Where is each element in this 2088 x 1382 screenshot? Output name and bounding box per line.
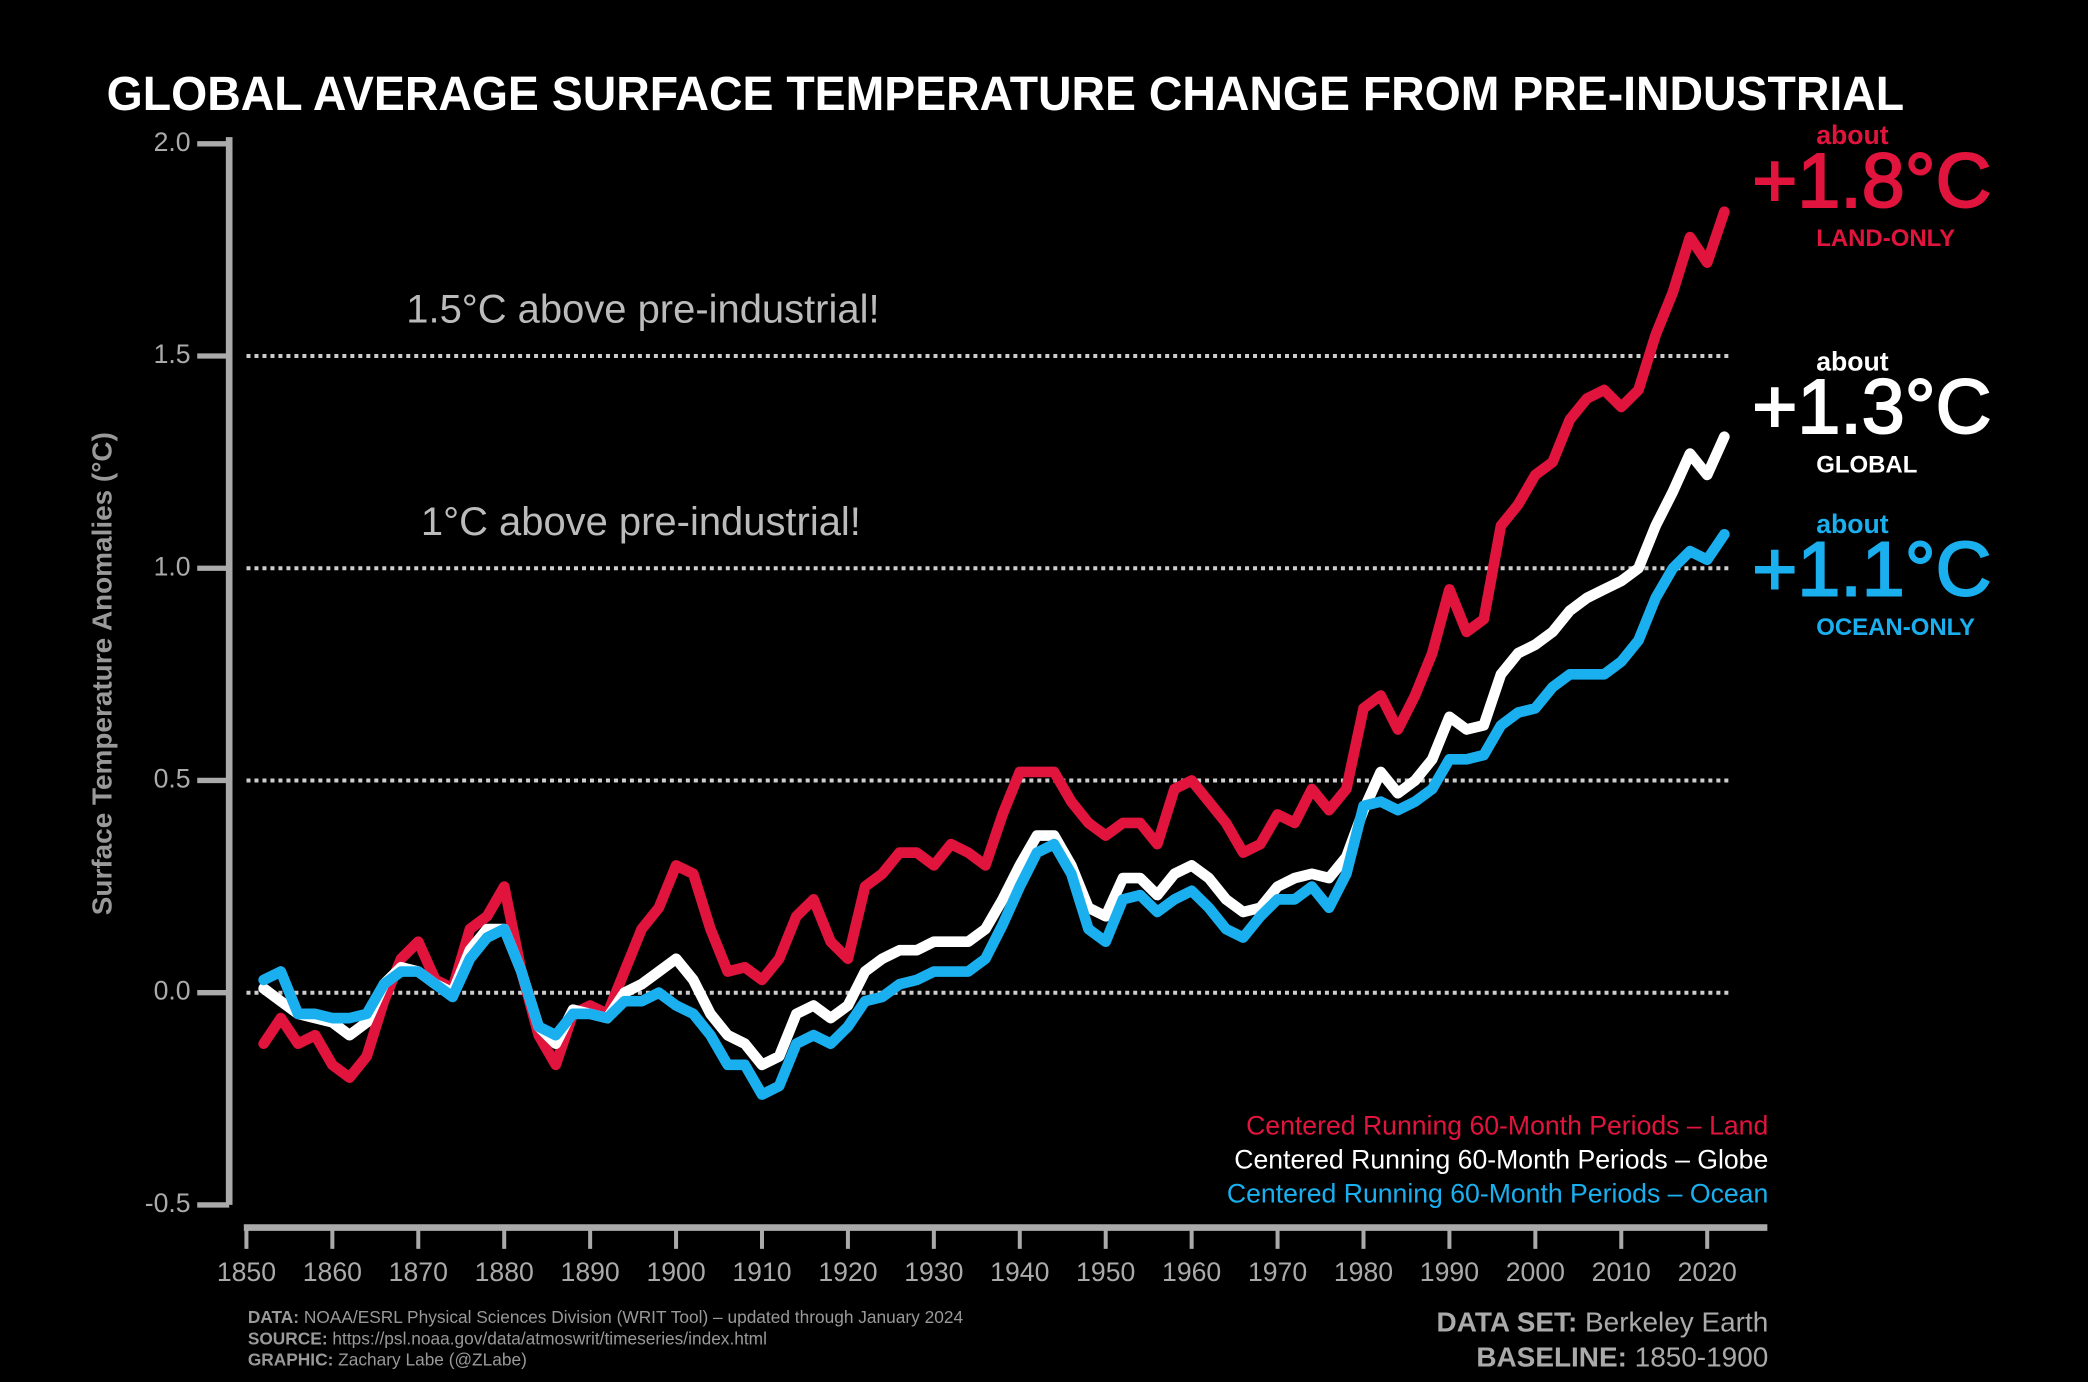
x-tick-label: 2010	[1592, 1257, 1651, 1287]
footer-text: NOAA/ESRL Physical Sciences Division (WR…	[304, 1307, 964, 1327]
baseline-text: 1850-1900	[1635, 1342, 1769, 1373]
callout-about: about	[1816, 509, 1889, 539]
callout-about: about	[1816, 120, 1889, 150]
legend-entry: Centered Running 60-Month Periods – Glob…	[1234, 1145, 1768, 1175]
footer-note: DATA: NOAA/ESRL Physical Sciences Divisi…	[248, 1307, 964, 1327]
x-tick-label: 1880	[475, 1257, 534, 1287]
footer-text: Zachary Labe (@ZLabe)	[338, 1349, 527, 1369]
x-tick-label: 1860	[303, 1257, 362, 1287]
annotation: 1°C above pre-industrial!	[421, 500, 861, 544]
dataset-label: DATA SET:	[1437, 1307, 1578, 1338]
x-tick-label: 1950	[1076, 1257, 1135, 1287]
chart-title: GLOBAL AVERAGE SURFACE TEMPERATURE CHANG…	[107, 68, 1904, 121]
callout-value: +1.8°C	[1752, 138, 1991, 224]
y-tick-label: 2.0	[154, 127, 191, 157]
legend-entry: Centered Running 60-Month Periods – Land	[1246, 1111, 1768, 1141]
callout-value: +1.1°C	[1752, 527, 1991, 613]
y-tick-label: 1.0	[154, 551, 191, 581]
footer-label: GRAPHIC:	[248, 1349, 334, 1369]
x-tick-label: 1970	[1248, 1257, 1307, 1287]
y-tick-label: 0.0	[154, 976, 191, 1006]
series-line	[258, 206, 1730, 1083]
callout-value: +1.3°C	[1752, 364, 1991, 450]
x-tick-label: 1850	[217, 1257, 276, 1287]
x-tick-label: 1870	[389, 1257, 448, 1287]
footer-text: https://psl.noaa.gov/data/atmoswrit/time…	[332, 1328, 767, 1348]
footer-label: SOURCE:	[248, 1328, 328, 1348]
footer-dataset: DATA SET: Berkeley Earth	[1437, 1307, 1769, 1338]
x-tick-label: 1910	[732, 1257, 791, 1287]
x-tick-label: 1990	[1420, 1257, 1479, 1287]
x-tick-label: 1920	[818, 1257, 877, 1287]
x-tick-label: 1960	[1162, 1257, 1221, 1287]
annotation: 1.5°C above pre-industrial!	[406, 288, 879, 332]
legend-entry: Centered Running 60-Month Periods – Ocea…	[1227, 1179, 1768, 1209]
x-tick-label: 1930	[904, 1257, 963, 1287]
x-tick-label: 2000	[1506, 1257, 1565, 1287]
y-axis-label: Surface Temperature Anomalies (°C)	[86, 432, 117, 915]
callout-about: about	[1816, 347, 1889, 377]
callout-label: GLOBAL	[1816, 451, 1917, 478]
x-tick-label: 1900	[646, 1257, 705, 1287]
x-tick-label: 1890	[561, 1257, 620, 1287]
footer-baseline: BASELINE: 1850-1900	[1476, 1342, 1768, 1373]
footer-note: SOURCE: https://psl.noaa.gov/data/atmosw…	[248, 1328, 767, 1348]
y-tick-label: 1.5	[154, 339, 191, 369]
footer-note: GRAPHIC: Zachary Labe (@ZLabe)	[248, 1349, 527, 1369]
footer-label: DATA:	[248, 1307, 299, 1327]
y-tick-label: -0.5	[145, 1188, 191, 1218]
x-tick-label: 1980	[1334, 1257, 1393, 1287]
baseline-label: BASELINE:	[1476, 1342, 1627, 1373]
series-line	[258, 528, 1730, 1100]
x-tick-label: 2020	[1678, 1257, 1737, 1287]
x-tick-label: 1940	[990, 1257, 1049, 1287]
callout-label: OCEAN-ONLY	[1816, 614, 1975, 641]
y-tick-label: 0.5	[154, 764, 191, 794]
dataset-text: Berkeley Earth	[1585, 1307, 1768, 1338]
callout-label: LAND-ONLY	[1816, 225, 1955, 252]
